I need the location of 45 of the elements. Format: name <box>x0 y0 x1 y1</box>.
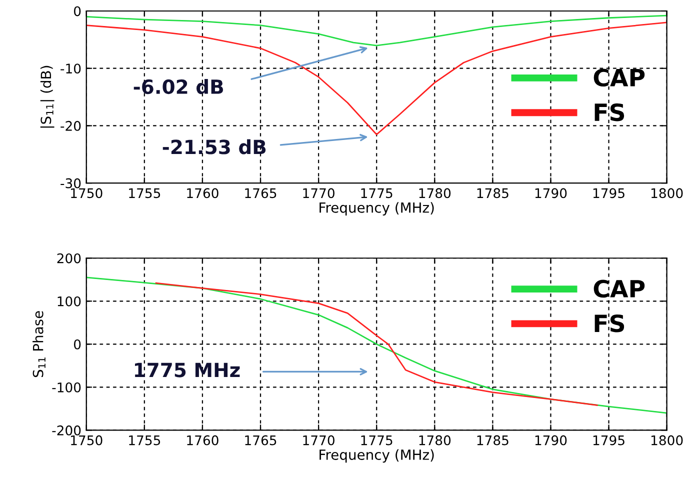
y-tick-label: 0 <box>74 339 81 350</box>
x-tick-label: 1760 <box>187 435 218 446</box>
x-tick-label: 1775 <box>361 188 392 198</box>
y-tick-label: -200 <box>52 425 81 436</box>
x-tick-label: 1765 <box>245 435 276 446</box>
legend-label: CAP <box>594 68 645 87</box>
x-axis-title: Frequency (MHz) <box>320 202 434 216</box>
x-tick-label: 1795 <box>593 435 624 446</box>
legend-label: CAP <box>594 280 645 298</box>
x-tick-label: 1785 <box>477 188 508 198</box>
x-tick-label: 1760 <box>187 188 218 198</box>
x-tick-label: 1800 <box>651 435 683 446</box>
annotation: 1775 MHz <box>135 362 240 378</box>
y-tick-label: 0 <box>74 6 81 16</box>
x-axis-title: Frequency (MHz) <box>320 449 434 463</box>
y-tick-label: 100 <box>58 296 81 306</box>
annotation: -21.53 dB <box>162 139 266 154</box>
legend-label: FS <box>594 103 624 122</box>
x-tick-label: 1795 <box>593 188 624 198</box>
x-tick-label: 1775 <box>361 435 392 446</box>
y-tick-label: -20 <box>60 120 81 131</box>
y-tick-label: 200 <box>57 253 81 264</box>
y-axis-title: |S$_{11}$| (dB) <box>40 66 54 128</box>
y-tick-label: -100 <box>52 382 81 392</box>
x-tick-label: 1765 <box>245 188 276 198</box>
x-tick-label: 1770 <box>303 188 334 198</box>
line-series <box>86 276 667 414</box>
y-axis-title: S$_{11}$ Phase <box>32 311 46 378</box>
annotation: -6.02 dB <box>134 79 223 94</box>
x-tick-label: 1790 <box>535 435 567 446</box>
x-tick-label: 1800 <box>651 188 683 198</box>
legend-label: FS <box>594 314 624 332</box>
x-tick-label: 1755 <box>129 435 160 446</box>
y-tick-label: -10 <box>60 64 81 74</box>
x-tick-label: 1770 <box>303 435 334 446</box>
x-tick-label: 1780 <box>419 188 451 198</box>
x-tick-label: 1785 <box>477 435 508 446</box>
line-series <box>86 22 667 136</box>
x-tick-label: 1790 <box>535 188 567 198</box>
x-tick-label: 1750 <box>71 188 102 198</box>
y-tick-label: -30 <box>60 178 81 188</box>
line-series <box>86 14 667 46</box>
x-tick-label: 1750 <box>71 435 102 446</box>
x-tick-label: 1780 <box>419 435 451 446</box>
x-tick-label: 1755 <box>129 188 160 198</box>
